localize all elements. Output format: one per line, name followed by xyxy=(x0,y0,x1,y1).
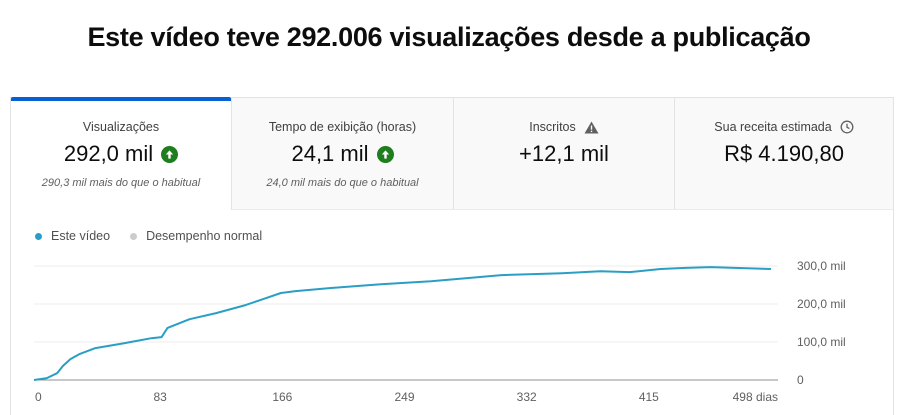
tab-watch-time-label: Tempo de exibição (horas) xyxy=(268,120,417,134)
svg-text:0: 0 xyxy=(797,373,804,387)
clock-icon[interactable] xyxy=(840,120,854,134)
svg-text:498 dias: 498 dias xyxy=(733,390,778,404)
svg-text:0: 0 xyxy=(35,390,42,404)
page-headline: Este vídeo teve 292.006 visualizações de… xyxy=(87,22,811,52)
legend-label: Desempenho normal xyxy=(146,229,263,243)
series-line-this-video[interactable] xyxy=(33,266,772,381)
x-axis-ticks: 0 83 166 249 332 415 498 dias xyxy=(35,390,778,404)
tab-watch-time-value: 24,1 mil xyxy=(291,141,369,166)
tab-watch-time-comparison: 24,0 mil mais do que o habitual xyxy=(266,177,419,189)
metric-tabs: Visualizações 292,0 mil 290,3 mil mais d… xyxy=(11,97,893,210)
svg-text:300,0 mil: 300,0 mil xyxy=(797,259,846,273)
legend-dot-icon xyxy=(35,232,42,240)
tab-views[interactable]: Visualizações 292,0 mil 290,3 mil mais d… xyxy=(11,97,231,210)
legend-item-normal-performance[interactable]: Desempenho normal xyxy=(130,229,262,243)
tab-revenue[interactable]: Sua receita estimada R$ 4.190,80 xyxy=(674,98,893,210)
svg-text:415: 415 xyxy=(639,390,659,404)
chart-legend: Este vídeo Desempenho normal xyxy=(35,229,282,243)
arrow-up-circle-icon xyxy=(376,145,394,163)
tab-views-value: 292,0 mil xyxy=(63,141,154,166)
tab-watch-time[interactable]: Tempo de exibição (horas) 24,1 mil 24,0 … xyxy=(231,98,453,210)
tab-subscribers-value: +12,1 mil xyxy=(519,141,609,166)
arrow-up-circle-icon xyxy=(161,145,179,163)
tab-subscribers-label: Inscritos xyxy=(529,120,576,134)
svg-text:249: 249 xyxy=(394,390,414,404)
y-axis-ticks: 0 100,0 mil 200,0 mil 300,0 mil xyxy=(797,259,846,387)
svg-text:100,0 mil: 100,0 mil xyxy=(797,335,846,349)
legend-item-this-video[interactable]: Este vídeo xyxy=(35,229,110,243)
svg-text:83: 83 xyxy=(153,390,167,404)
legend-label: Este vídeo xyxy=(51,229,111,243)
warning-icon[interactable] xyxy=(584,121,599,134)
svg-text:332: 332 xyxy=(517,390,537,404)
svg-text:200,0 mil: 200,0 mil xyxy=(797,297,846,311)
tab-views-label: Visualizações xyxy=(82,120,160,134)
analytics-card: Visualizações 292,0 mil 290,3 mil mais d… xyxy=(10,97,894,415)
tab-subscribers[interactable]: Inscritos +12,1 mil xyxy=(453,98,674,210)
chart-gridlines xyxy=(34,265,778,381)
legend-dot-icon xyxy=(130,232,138,240)
svg-text:166: 166 xyxy=(272,390,292,404)
tab-revenue-label: Sua receita estimada xyxy=(714,120,832,134)
tab-revenue-value: R$ 4.190,80 xyxy=(724,141,844,166)
tab-views-comparison: 290,3 mil mais do que o habitual xyxy=(41,177,201,189)
